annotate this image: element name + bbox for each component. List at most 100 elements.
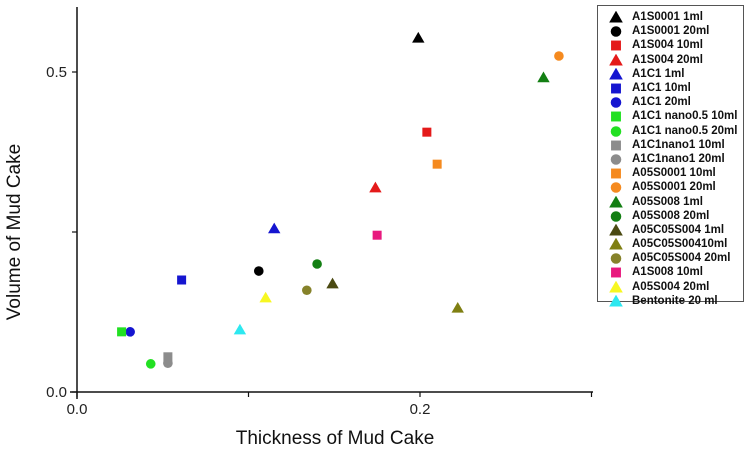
data-point-square bbox=[432, 159, 442, 169]
data-point-circle bbox=[253, 266, 264, 276]
data-point-circle bbox=[125, 327, 135, 337]
legend-marker bbox=[611, 41, 621, 51]
circle-marker-icon bbox=[608, 252, 624, 265]
legend-item: A1S0001 20ml bbox=[598, 24, 743, 38]
square-marker-icon bbox=[608, 167, 624, 179]
data-point-triangle bbox=[259, 291, 272, 303]
triangle-marker-icon bbox=[608, 280, 624, 293]
legend-label: A1C1 nano0.5 10ml bbox=[632, 110, 738, 123]
legend-marker bbox=[610, 97, 622, 108]
square-marker-icon bbox=[608, 266, 624, 278]
legend-label: A05S008 1ml bbox=[632, 195, 703, 208]
legend-marker bbox=[610, 182, 622, 194]
legend-item: A1C1nano1 20ml bbox=[598, 152, 743, 166]
data-point-circle bbox=[163, 358, 173, 369]
legend-marker bbox=[609, 223, 623, 236]
legend-item: A05S004 20ml bbox=[598, 280, 743, 294]
legend-label: A1S0001 20ml bbox=[632, 25, 710, 38]
legend-item: A1S004 20ml bbox=[598, 53, 743, 67]
data-point-triangle bbox=[233, 323, 247, 335]
data-point-circle bbox=[312, 259, 322, 269]
circle-marker-icon bbox=[608, 181, 624, 194]
y-axis-title: Volume of Mud Cake bbox=[4, 144, 25, 320]
legend-label: A1C1 10ml bbox=[632, 82, 691, 95]
legend-marker bbox=[611, 111, 621, 122]
triangle-marker-icon bbox=[608, 238, 624, 250]
data-point-square bbox=[163, 352, 173, 362]
data-point-triangle bbox=[369, 181, 382, 193]
data-point-triangle bbox=[537, 71, 550, 83]
square-marker-icon bbox=[608, 139, 624, 151]
triangle-marker-icon bbox=[608, 223, 624, 236]
legend-marker bbox=[610, 26, 622, 38]
legend-marker bbox=[609, 53, 623, 66]
square-marker-icon bbox=[608, 82, 624, 94]
legend-item: A05S008 20ml bbox=[598, 209, 743, 223]
legend-label: A05S0001 10ml bbox=[632, 167, 716, 180]
circle-marker-icon bbox=[608, 96, 624, 108]
legend-marker bbox=[609, 67, 623, 80]
y-tick-label: 0.0 bbox=[46, 384, 67, 401]
legend-label: A05S004 20ml bbox=[632, 280, 710, 293]
legend-label: A1S0001 1ml bbox=[632, 11, 703, 24]
data-point-circle bbox=[145, 359, 156, 369]
circle-marker-icon bbox=[608, 25, 624, 38]
legend-item: A05S0001 10ml bbox=[598, 166, 743, 180]
legend-marker bbox=[611, 140, 621, 151]
legend-item: A1C1 nano0.5 20ml bbox=[598, 124, 743, 138]
legend-marker bbox=[610, 154, 622, 165]
legend-label: A1S008 10ml bbox=[632, 266, 703, 279]
legend-label: Bentonite 20 ml bbox=[632, 294, 718, 307]
data-point-triangle bbox=[412, 31, 425, 43]
data-point-triangle bbox=[326, 277, 339, 289]
legend-label: A1S004 10ml bbox=[632, 39, 703, 52]
legend-label: A1C1 1ml bbox=[632, 67, 685, 80]
legend-label: A1C1nano1 20ml bbox=[632, 152, 725, 165]
legend-item: Bentonite 20 ml bbox=[598, 294, 743, 308]
square-marker-icon bbox=[608, 39, 624, 51]
data-point-triangle bbox=[451, 301, 464, 313]
circle-marker-icon bbox=[608, 125, 624, 137]
legend-marker bbox=[611, 83, 621, 94]
legend-marker bbox=[611, 168, 621, 179]
legend-label: A05C05S004 1ml bbox=[632, 223, 725, 236]
legend-label: A1C1nano1 10ml bbox=[632, 138, 725, 151]
legend-label: A05C05S00410ml bbox=[632, 238, 728, 251]
legend-item: A05C05S00410ml bbox=[598, 237, 743, 251]
legend-item: A05S008 1ml bbox=[598, 194, 743, 208]
legend-marker bbox=[610, 253, 622, 265]
legend-item: A1C1 1ml bbox=[598, 67, 743, 81]
x-tick-label: 0.0 bbox=[67, 401, 88, 418]
axes: 0.0 0.2 0.0 0.5 bbox=[46, 7, 593, 418]
legend-label: A05C05S004 20ml bbox=[632, 252, 731, 265]
data-point-square bbox=[177, 275, 187, 285]
triangle-marker-icon bbox=[608, 294, 624, 307]
triangle-marker-icon bbox=[608, 11, 624, 23]
legend-marker bbox=[610, 125, 622, 137]
legend-item: A05C05S004 1ml bbox=[598, 223, 743, 237]
legend: A1S0001 1ml A1S0001 20ml A1S004 10ml A1S004… bbox=[597, 5, 744, 307]
y-tick-label: 0.5 bbox=[46, 64, 67, 81]
triangle-marker-icon bbox=[608, 195, 624, 208]
legend-label: A1S004 20ml bbox=[632, 53, 703, 66]
legend-item: A1S004 10ml bbox=[598, 38, 743, 52]
triangle-marker-icon bbox=[608, 53, 624, 66]
x-tick-label: 0.2 bbox=[410, 401, 431, 418]
legend-marker bbox=[611, 268, 621, 278]
legend-marker bbox=[609, 11, 623, 23]
data-point-triangle bbox=[268, 222, 281, 234]
data-point-circle bbox=[302, 285, 312, 296]
legend-marker bbox=[609, 195, 623, 207]
data-points bbox=[117, 31, 564, 369]
circle-marker-icon bbox=[608, 210, 624, 222]
legend-item: A1C1 20ml bbox=[598, 95, 743, 109]
legend-item: A1C1 10ml bbox=[598, 81, 743, 95]
legend-item: A1S0001 1ml bbox=[598, 10, 743, 24]
data-point-circle bbox=[554, 51, 564, 61]
legend-item: A05C05S004 20ml bbox=[598, 251, 743, 265]
data-point-square bbox=[117, 327, 127, 337]
square-marker-icon bbox=[608, 110, 624, 122]
legend-item: A05S0001 20ml bbox=[598, 180, 743, 194]
x-axis-title: Thickness of Mud Cake bbox=[236, 428, 435, 449]
